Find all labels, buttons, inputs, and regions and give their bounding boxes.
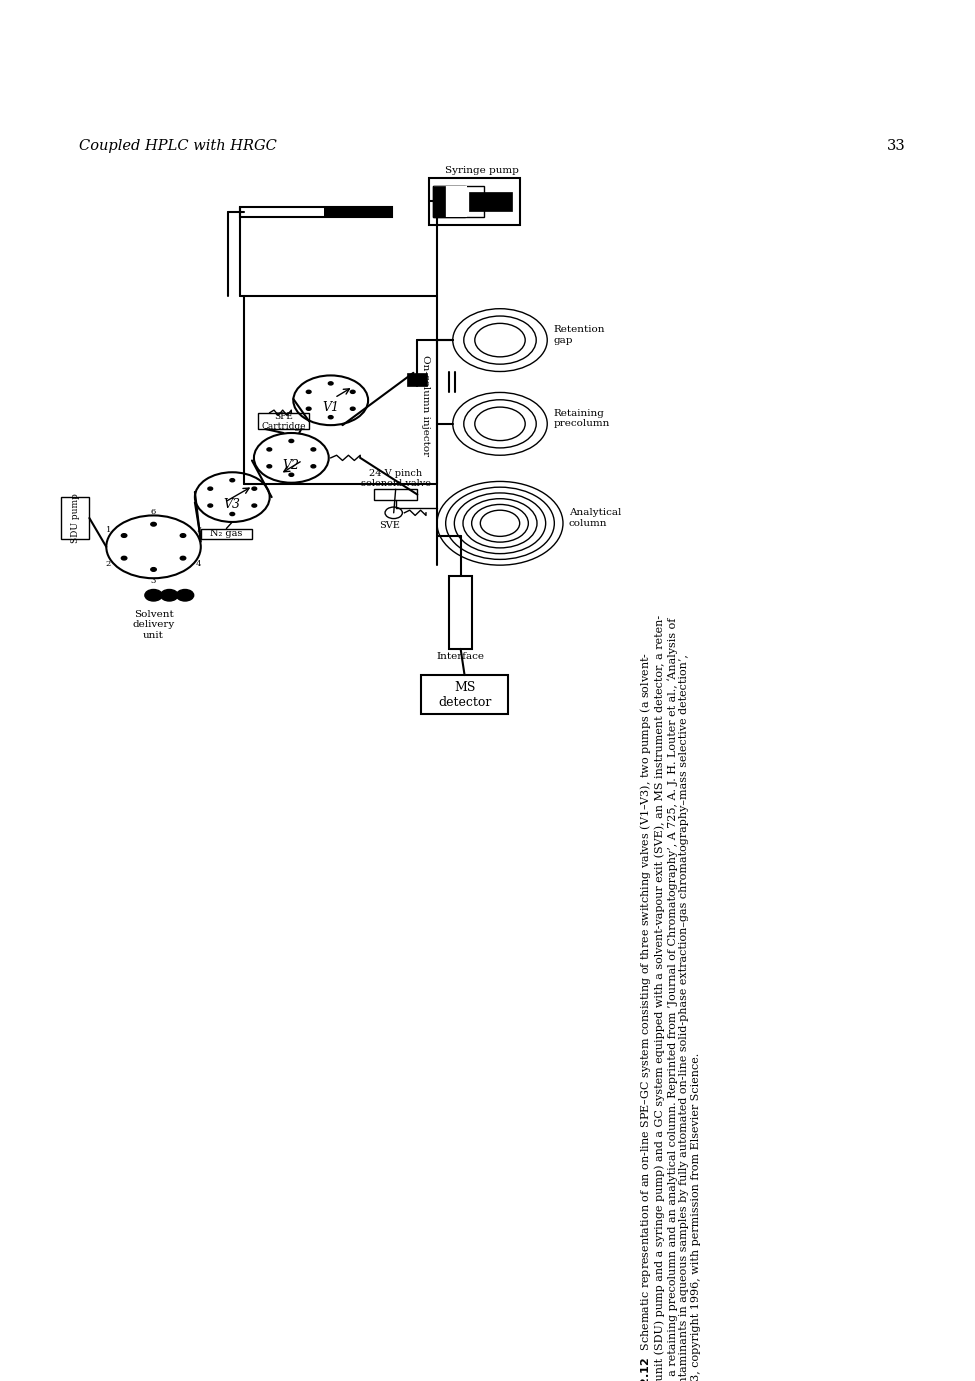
Bar — [433, 186, 445, 217]
Bar — [323, 207, 391, 217]
Circle shape — [328, 383, 332, 385]
Text: Syringe pump: Syringe pump — [445, 166, 519, 175]
Text: 2: 2 — [106, 561, 111, 568]
Circle shape — [150, 522, 156, 526]
Circle shape — [306, 407, 311, 410]
Text: Retaining
precolumn: Retaining precolumn — [553, 409, 609, 428]
Bar — [373, 489, 417, 500]
Bar — [433, 186, 484, 217]
Circle shape — [289, 439, 293, 442]
Bar — [408, 373, 427, 385]
Text: 24 V pinch
solenoid valve: 24 V pinch solenoid valve — [361, 468, 430, 487]
Text: 4: 4 — [196, 561, 201, 568]
Circle shape — [267, 465, 271, 468]
Text: Solvent
delivery
unit: Solvent delivery unit — [133, 609, 175, 639]
Circle shape — [311, 447, 315, 452]
Circle shape — [267, 447, 271, 452]
Circle shape — [289, 474, 293, 476]
Circle shape — [252, 487, 256, 490]
Circle shape — [121, 534, 127, 537]
Bar — [421, 675, 507, 714]
Text: 6: 6 — [151, 508, 156, 516]
Bar — [61, 497, 90, 539]
Circle shape — [230, 479, 234, 482]
Text: SVE: SVE — [379, 521, 400, 530]
Text: 33: 33 — [886, 138, 905, 153]
Circle shape — [150, 568, 156, 572]
Text: Analytical
column: Analytical column — [568, 508, 621, 528]
Bar — [434, 186, 467, 217]
Circle shape — [208, 487, 213, 490]
Text: V1: V1 — [322, 402, 339, 414]
Circle shape — [161, 590, 177, 601]
Circle shape — [180, 534, 185, 537]
Text: N₂ gas: N₂ gas — [210, 529, 243, 539]
Text: Interface: Interface — [436, 652, 485, 660]
Text: SPE
Cartridge: SPE Cartridge — [261, 412, 305, 431]
Text: V3: V3 — [223, 499, 241, 511]
Text: $\bf{Figure\ 2.12}$  Schematic representation of an on-line SPE–GC system consis: $\bf{Figure\ 2.12}$ Schematic representa… — [637, 615, 700, 1381]
Text: 3: 3 — [151, 577, 156, 586]
Circle shape — [350, 391, 355, 394]
Circle shape — [306, 391, 311, 394]
Text: V2: V2 — [283, 458, 299, 472]
Bar — [201, 529, 252, 539]
Circle shape — [328, 416, 332, 418]
Bar — [257, 413, 309, 429]
Bar — [468, 192, 511, 211]
Text: SDU pump: SDU pump — [70, 493, 80, 543]
Circle shape — [176, 590, 193, 601]
Circle shape — [144, 590, 162, 601]
Circle shape — [121, 557, 127, 561]
Circle shape — [180, 557, 185, 561]
Bar — [433, 186, 464, 217]
Circle shape — [230, 512, 234, 515]
Circle shape — [208, 504, 213, 507]
Text: 1: 1 — [105, 526, 111, 533]
Bar — [240, 207, 391, 217]
Circle shape — [311, 465, 315, 468]
Text: On-column injector: On-column injector — [420, 355, 429, 456]
Bar — [448, 576, 472, 649]
Text: Coupled HPLC with HRGC: Coupled HPLC with HRGC — [79, 138, 276, 153]
Circle shape — [350, 407, 355, 410]
Text: MS
detector: MS detector — [438, 681, 490, 708]
Text: Retention
gap: Retention gap — [553, 326, 604, 345]
Text: 5: 5 — [196, 526, 201, 533]
Circle shape — [252, 504, 256, 507]
Bar — [429, 178, 519, 225]
